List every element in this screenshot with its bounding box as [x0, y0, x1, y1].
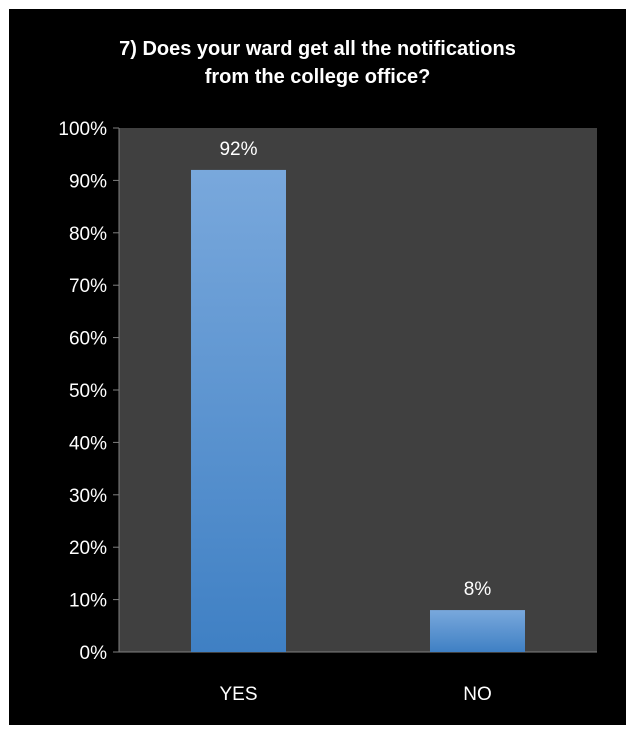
y-tick-label: 60%: [69, 329, 107, 350]
chart-frame: 7) Does your ward get all the notificati…: [9, 9, 626, 725]
data-label-no: 8%: [464, 579, 492, 600]
data-label-yes: 92%: [219, 139, 257, 160]
y-tick-label: 0%: [80, 643, 108, 664]
y-tick-label: 40%: [69, 433, 107, 454]
y-tick-label: 100%: [58, 119, 107, 140]
bar-no: [430, 610, 525, 652]
y-tick-label: 90%: [69, 171, 107, 192]
chart-title: 7) Does your ward get all the notificati…: [9, 35, 626, 91]
plot-area: [119, 128, 597, 652]
y-tick-label: 20%: [69, 538, 107, 559]
y-tick-label: 30%: [69, 486, 107, 507]
bar-chart: 0% 10% 20% 30% 40% 50% 60% 70% 80% 90% 100% 92% YES 8…: [58, 119, 597, 705]
y-tick-label: 80%: [69, 224, 107, 245]
y-tick-label: 10%: [69, 591, 107, 612]
chart-title-line-1: 7) Does your ward get all the notificati…: [119, 38, 516, 60]
y-tick-label: 70%: [69, 276, 107, 297]
chart-title-line-2: from the college office?: [204, 66, 431, 88]
y-tick-label: 50%: [69, 381, 107, 402]
x-tick-label: YES: [219, 684, 257, 705]
x-tick-label: NO: [463, 684, 492, 705]
bar-yes: [191, 169, 286, 653]
